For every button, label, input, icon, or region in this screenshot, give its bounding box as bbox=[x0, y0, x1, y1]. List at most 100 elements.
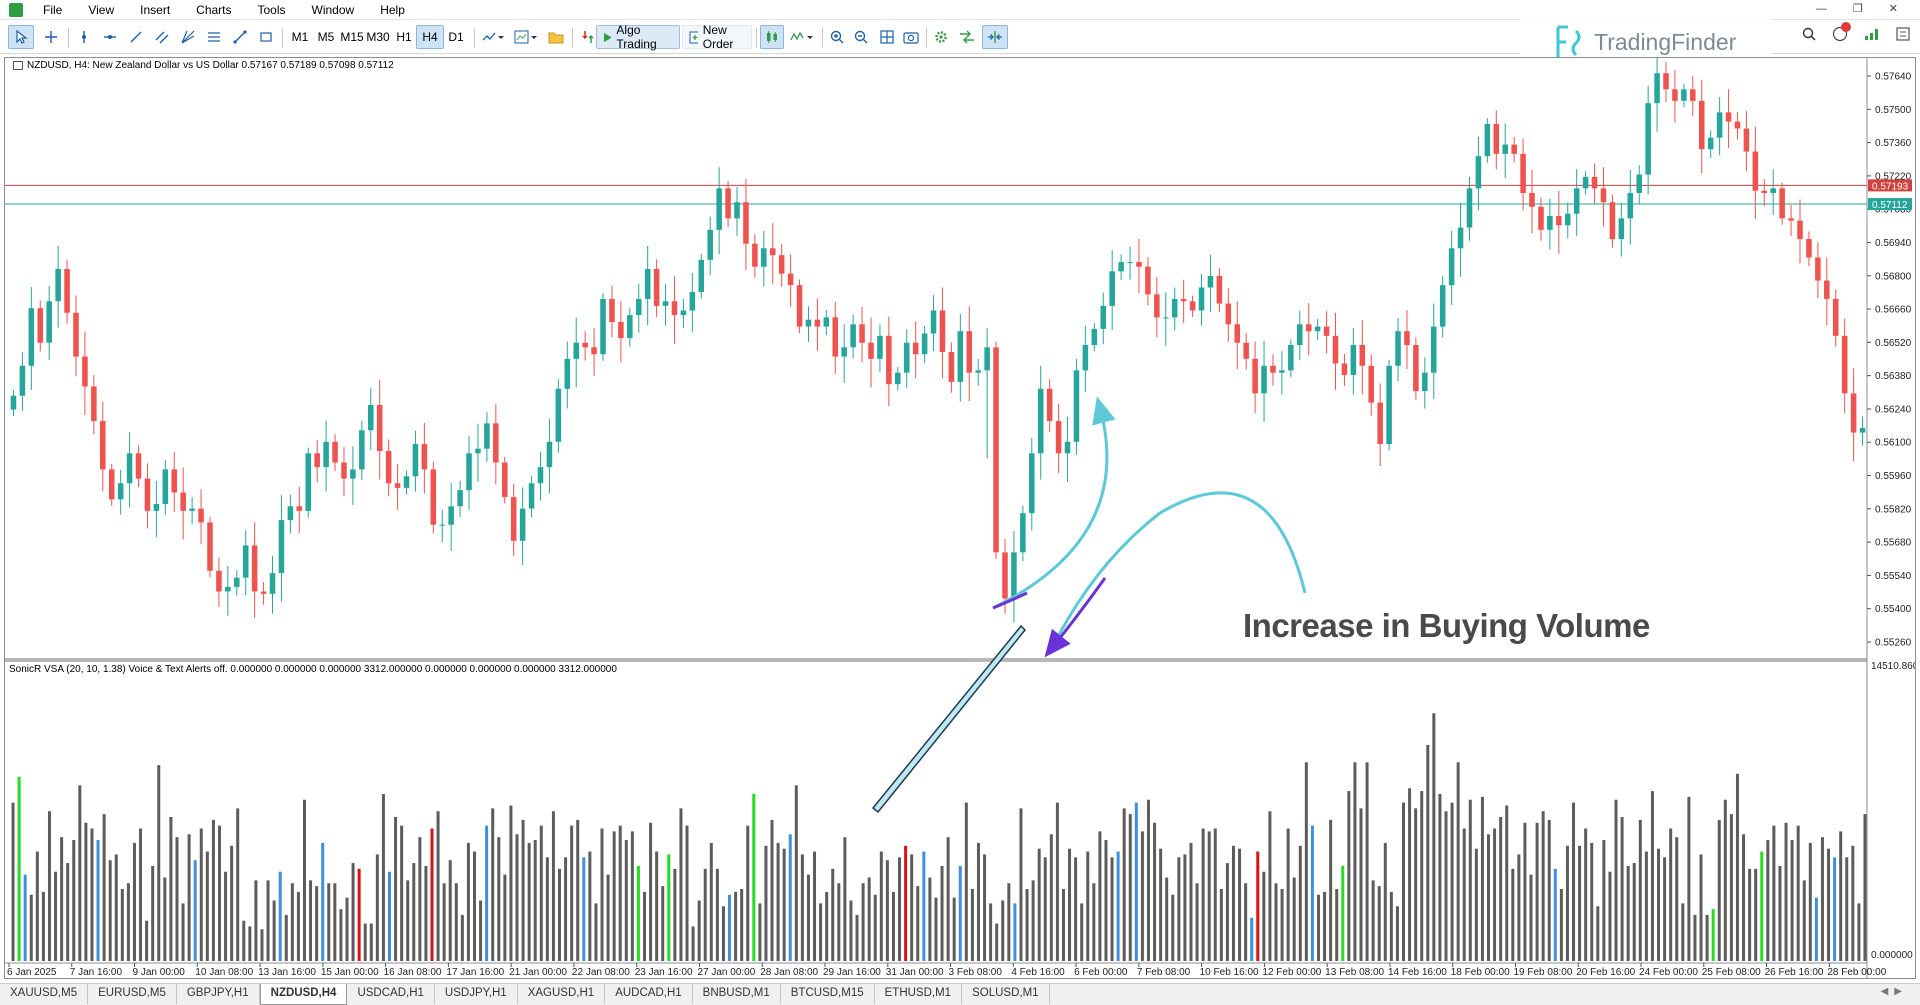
candle-body[interactable] bbox=[707, 229, 713, 260]
candle-body[interactable] bbox=[394, 483, 401, 488]
candle-body[interactable] bbox=[153, 503, 160, 511]
menu-view[interactable]: View bbox=[88, 2, 115, 17]
screenshot-icon[interactable] bbox=[900, 25, 922, 49]
search-icon[interactable] bbox=[1802, 27, 1816, 44]
volume-bar[interactable] bbox=[891, 891, 895, 961]
candle-body[interactable] bbox=[10, 395, 17, 410]
volume-bar[interactable] bbox=[1802, 880, 1806, 961]
candle-body[interactable] bbox=[1145, 266, 1151, 295]
volume-bar[interactable] bbox=[1450, 802, 1454, 961]
candle-body[interactable] bbox=[1225, 303, 1232, 325]
candle-body[interactable] bbox=[466, 453, 472, 491]
tab-xagusd[interactable]: XAGUSD,H1 bbox=[518, 984, 606, 1004]
volume-bar[interactable] bbox=[1183, 854, 1187, 961]
volume-bar[interactable] bbox=[1231, 845, 1235, 961]
candle-body[interactable] bbox=[359, 430, 365, 470]
candle-body[interactable] bbox=[1690, 89, 1696, 101]
volume-bar[interactable] bbox=[1620, 817, 1624, 961]
volume-bar[interactable] bbox=[551, 811, 555, 961]
volume-bar[interactable] bbox=[1535, 822, 1539, 961]
new-order-button[interactable]: New Order bbox=[682, 23, 752, 51]
volume-bar[interactable] bbox=[1019, 808, 1023, 961]
volume-bar[interactable] bbox=[1790, 840, 1794, 961]
volume-bar[interactable] bbox=[612, 831, 616, 961]
candle-body[interactable] bbox=[1511, 144, 1517, 154]
volume-bar-green[interactable] bbox=[667, 854, 671, 961]
volume-bar[interactable] bbox=[418, 837, 422, 961]
candle-body[interactable] bbox=[82, 356, 88, 387]
candle-body[interactable] bbox=[993, 347, 999, 553]
tab-bnbusd[interactable]: BNBUSD,M1 bbox=[693, 984, 781, 1004]
tab-ethusd[interactable]: ETHUSD,M1 bbox=[875, 984, 963, 1004]
crosshair-icon[interactable] bbox=[38, 25, 64, 49]
candle-body[interactable] bbox=[743, 202, 749, 244]
candle-body[interactable] bbox=[225, 586, 231, 592]
volume-bar[interactable] bbox=[685, 825, 689, 961]
candle-body[interactable] bbox=[653, 269, 660, 306]
candle-body[interactable] bbox=[269, 573, 276, 594]
volume-bar[interactable] bbox=[120, 889, 124, 961]
volume-bar[interactable] bbox=[60, 837, 64, 961]
volume-bar[interactable] bbox=[1438, 793, 1442, 961]
timeframe-d1[interactable]: D1 bbox=[448, 30, 464, 44]
candle-body[interactable] bbox=[1466, 188, 1473, 228]
volume-bar[interactable] bbox=[1323, 891, 1327, 961]
volume-bar[interactable] bbox=[1347, 791, 1351, 961]
volume-bar[interactable] bbox=[473, 851, 476, 961]
volume-bar[interactable] bbox=[697, 900, 701, 961]
volume-bar[interactable] bbox=[1195, 883, 1199, 961]
volume-bar[interactable] bbox=[989, 903, 993, 961]
volume-bar[interactable] bbox=[47, 811, 51, 961]
volume-bar[interactable] bbox=[758, 903, 762, 961]
candle-body[interactable] bbox=[198, 508, 204, 523]
volume-bar[interactable] bbox=[1584, 828, 1588, 961]
chart-type-icon[interactable] bbox=[478, 25, 508, 49]
candle-body[interactable] bbox=[1011, 552, 1017, 599]
volume-bar[interactable] bbox=[248, 926, 252, 961]
volume-bar[interactable] bbox=[885, 860, 889, 961]
candle-body[interactable] bbox=[591, 347, 597, 355]
volume-bar[interactable] bbox=[1845, 857, 1849, 961]
volume-bar-green[interactable] bbox=[636, 865, 640, 961]
tab-scroll-arrows-icon[interactable]: ◀▶ bbox=[1880, 986, 1908, 997]
candle-body[interactable] bbox=[1573, 188, 1580, 214]
candle-body[interactable] bbox=[618, 321, 624, 339]
candle-body[interactable] bbox=[1645, 103, 1651, 175]
shapes-icon[interactable] bbox=[228, 25, 252, 49]
volume-bar[interactable] bbox=[339, 909, 343, 961]
volume-bar[interactable] bbox=[879, 851, 883, 961]
volume-bar[interactable] bbox=[1432, 713, 1436, 961]
volume-bar[interactable] bbox=[983, 854, 987, 961]
menu-insert[interactable]: Insert bbox=[140, 2, 171, 17]
volume-bar[interactable] bbox=[1632, 863, 1636, 961]
volume-bar-green[interactable] bbox=[1760, 851, 1764, 961]
volume-bar-green[interactable] bbox=[1341, 865, 1345, 961]
volume-bar[interactable] bbox=[661, 886, 665, 961]
volume-bar[interactable] bbox=[381, 793, 385, 961]
volume-bar[interactable] bbox=[1286, 828, 1290, 961]
candle-body[interactable] bbox=[1055, 421, 1062, 454]
candle-body[interactable] bbox=[689, 292, 696, 311]
volume-bar[interactable] bbox=[764, 845, 768, 961]
volume-bar[interactable] bbox=[843, 837, 847, 961]
candle-body[interactable] bbox=[350, 469, 356, 479]
candle-body[interactable] bbox=[519, 508, 526, 541]
volume-bar[interactable] bbox=[503, 874, 507, 961]
tab-nzdusd[interactable]: NZDUSD,H4 bbox=[259, 984, 348, 1005]
candle-body[interactable] bbox=[984, 347, 990, 371]
volume-bar[interactable] bbox=[1159, 848, 1163, 961]
volume-bar[interactable] bbox=[570, 825, 574, 961]
volume-bar[interactable] bbox=[1505, 805, 1509, 961]
volume-bar[interactable] bbox=[655, 851, 659, 961]
candle-body[interactable] bbox=[930, 310, 937, 334]
candle-body[interactable] bbox=[1770, 188, 1776, 193]
volume-bar[interactable] bbox=[1602, 840, 1606, 961]
volume-bar[interactable] bbox=[849, 900, 853, 961]
volume-bar[interactable] bbox=[1146, 799, 1150, 961]
candle-body[interactable] bbox=[1627, 192, 1634, 219]
volume-bar[interactable] bbox=[1402, 802, 1405, 961]
candle-body[interactable] bbox=[1359, 345, 1366, 366]
volume-bar[interactable] bbox=[412, 863, 416, 961]
volume-bar[interactable] bbox=[139, 828, 143, 961]
volume-bar[interactable] bbox=[1031, 880, 1035, 961]
